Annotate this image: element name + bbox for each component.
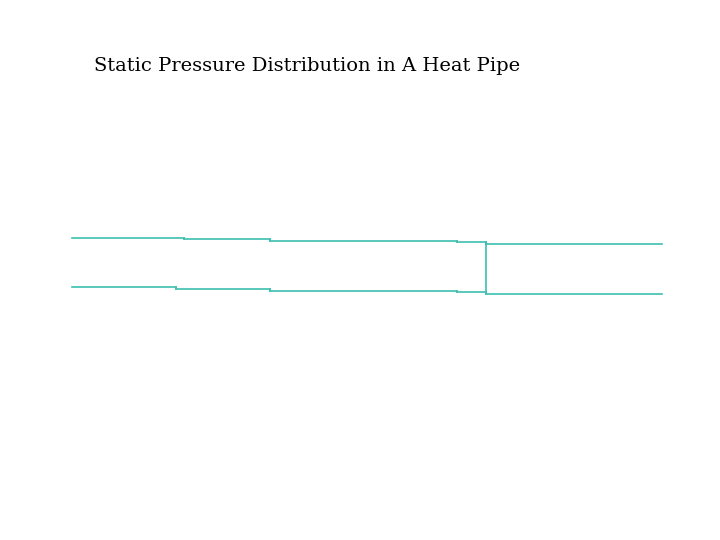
Text: Static Pressure Distribution in A Heat Pipe: Static Pressure Distribution in A Heat P… <box>94 57 520 75</box>
